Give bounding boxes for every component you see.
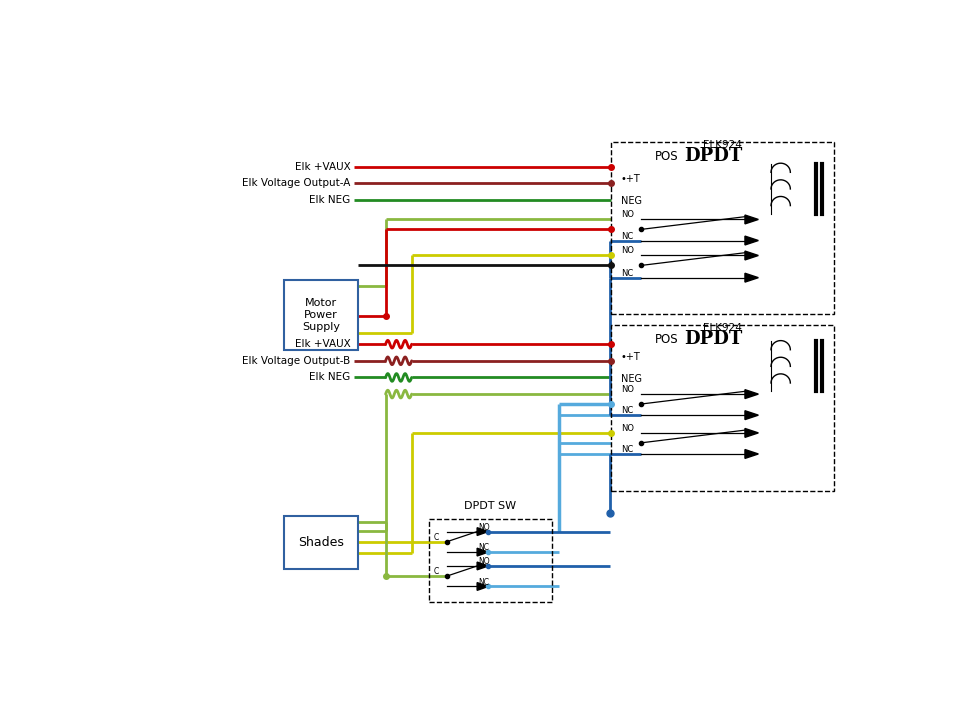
Text: DPDT SW: DPDT SW	[464, 501, 516, 511]
Polygon shape	[745, 251, 758, 260]
Text: POS: POS	[655, 333, 678, 346]
Text: Elk +VAUX: Elk +VAUX	[295, 162, 350, 172]
Text: NO: NO	[621, 423, 634, 433]
Bar	[284, 516, 358, 569]
Polygon shape	[745, 215, 758, 224]
Text: NC: NC	[621, 407, 633, 415]
Bar	[611, 142, 834, 314]
Text: NC: NC	[621, 445, 633, 454]
Polygon shape	[745, 390, 758, 399]
Polygon shape	[477, 548, 489, 556]
Text: •+T: •+T	[621, 174, 640, 184]
Text: Elk Voltage Output-B: Elk Voltage Output-B	[242, 356, 350, 366]
Text: NC: NC	[621, 232, 633, 241]
Text: NC: NC	[479, 544, 490, 552]
Text: Motor
Power
Supply: Motor Power Supply	[301, 299, 340, 332]
Text: Elk +VAUX: Elk +VAUX	[295, 339, 350, 349]
Text: NO: NO	[621, 210, 634, 219]
Polygon shape	[477, 528, 489, 536]
Text: NC: NC	[621, 269, 633, 278]
Text: NC: NC	[479, 578, 490, 587]
Text: C: C	[434, 533, 440, 542]
Text: NO: NO	[479, 523, 491, 532]
Text: NEG: NEG	[621, 197, 641, 207]
Bar	[611, 325, 834, 491]
Text: DPDT: DPDT	[684, 330, 742, 348]
Text: POS: POS	[655, 150, 678, 163]
Bar	[284, 280, 358, 350]
Polygon shape	[477, 582, 489, 590]
Text: ELK924: ELK924	[704, 323, 742, 333]
Bar	[429, 519, 551, 602]
Text: •+T: •+T	[621, 351, 640, 361]
Polygon shape	[745, 428, 758, 437]
Polygon shape	[477, 562, 489, 570]
Text: Elk NEG: Elk NEG	[309, 372, 350, 382]
Text: Elk Voltage Output-A: Elk Voltage Output-A	[242, 179, 350, 189]
Polygon shape	[745, 449, 758, 459]
Text: NEG: NEG	[621, 374, 641, 384]
Text: C: C	[434, 567, 440, 576]
Polygon shape	[745, 273, 758, 282]
Text: ELK924: ELK924	[704, 140, 742, 150]
Polygon shape	[745, 410, 758, 420]
Text: NO: NO	[621, 385, 634, 394]
Text: DPDT: DPDT	[684, 148, 742, 166]
Text: Shades: Shades	[298, 536, 344, 549]
Polygon shape	[745, 236, 758, 245]
Text: Elk NEG: Elk NEG	[309, 195, 350, 205]
Text: NO: NO	[479, 557, 491, 567]
Text: NO: NO	[621, 246, 634, 256]
